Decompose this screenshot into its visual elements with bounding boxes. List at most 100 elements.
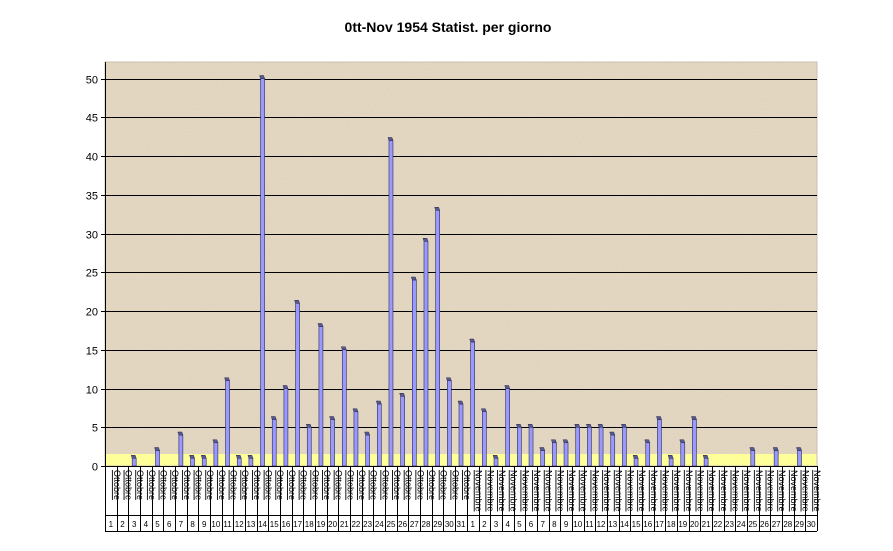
x-tick-label-month: Novembre — [509, 470, 519, 512]
bar — [539, 447, 546, 467]
bar — [480, 408, 487, 467]
x-tick-label-day: 14 — [620, 520, 629, 529]
x-tick-label-day: 8 — [552, 520, 557, 529]
bar-body — [435, 209, 440, 467]
bar-body — [318, 326, 324, 467]
chart-title: 0tt-Nov 1954 Statist. per giorno — [345, 19, 552, 35]
bar — [469, 338, 476, 467]
bar-body — [423, 240, 429, 467]
bar-body — [201, 457, 207, 467]
x-tick-label-day: 21 — [340, 520, 349, 529]
x-tick-label-day: 2 — [120, 520, 125, 529]
bar-top — [200, 455, 207, 459]
x-tick-label-day: 31 — [457, 520, 466, 529]
bar-top — [644, 439, 651, 443]
bar-top — [749, 447, 756, 451]
bar — [772, 447, 779, 467]
x-tick-label-day: 17 — [293, 520, 302, 529]
y-tick-label: 30 — [86, 230, 98, 242]
x-tick-label-month: Novembre — [485, 470, 495, 512]
bar-body — [341, 349, 347, 467]
bar-top — [551, 439, 557, 443]
bar — [189, 455, 195, 467]
bar-top — [691, 416, 697, 420]
bar-body — [283, 388, 289, 467]
bar — [656, 416, 662, 467]
x-tick-label-day: 28 — [422, 520, 431, 529]
x-tick-label-month: Novembre — [497, 470, 507, 512]
x-tick-label-month: Novembre — [567, 470, 577, 512]
x-tick-label-day: 18 — [667, 520, 676, 529]
x-tick-label-month: Novembre — [742, 470, 752, 512]
bar-body — [236, 457, 242, 467]
bar — [492, 455, 499, 467]
bar-top — [516, 424, 522, 428]
bar — [551, 439, 557, 467]
bar-top — [305, 424, 312, 428]
bar-top — [679, 439, 686, 443]
bar-body — [365, 434, 370, 467]
x-tick-label-day: 20 — [690, 520, 699, 529]
x-tick-label-day: 25 — [748, 520, 757, 529]
bar-top — [702, 455, 709, 459]
x-tick-label-day: 18 — [305, 520, 314, 529]
bar — [200, 455, 207, 467]
y-tick-label: 50 — [86, 75, 98, 87]
x-tick-label-month: Novembre — [602, 470, 612, 512]
x-tick-label-day: 26 — [760, 520, 769, 529]
bar-top — [235, 455, 242, 459]
x-tick-label-day: 16 — [281, 520, 290, 529]
x-tick-label-month: Ottobre — [194, 470, 204, 500]
x-tick-label-day: 19 — [678, 520, 687, 529]
bar — [130, 455, 137, 467]
x-tick-label-month: Ottobre — [310, 470, 320, 500]
x-tick-label-month: Novembre — [672, 470, 682, 512]
bar-body — [598, 426, 604, 467]
x-tick-label-day: 25 — [387, 520, 396, 529]
y-tick-label: 15 — [86, 346, 98, 358]
bar-top — [539, 447, 546, 451]
x-tick-label-month: Ottobre — [159, 470, 169, 500]
bar — [177, 431, 184, 467]
x-tick-label-day: 1 — [470, 520, 475, 529]
bar — [410, 276, 417, 467]
bar-top — [457, 400, 464, 405]
bar-body — [306, 426, 312, 467]
bar — [679, 439, 686, 467]
bar — [340, 346, 347, 467]
x-tick-label-day: 24 — [375, 520, 384, 529]
x-tick-label-month: Ottobre — [240, 470, 250, 500]
x-tick-label-month: Novembre — [812, 470, 822, 512]
bar — [259, 75, 265, 467]
x-tick-label-month: Novembre — [520, 470, 530, 512]
bar-top — [399, 393, 405, 397]
bar-body — [633, 457, 639, 467]
bar-top — [772, 447, 779, 451]
bar-top — [282, 385, 289, 389]
bar-top — [469, 338, 476, 343]
bar — [504, 385, 511, 467]
bar-top — [480, 408, 487, 412]
bar-top — [317, 323, 324, 327]
x-tick-label-day: 9 — [202, 520, 207, 529]
x-tick-label-month: Novembre — [695, 470, 705, 512]
y-tick-label: 25 — [86, 268, 98, 280]
x-tick-label-month: Novembre — [649, 470, 659, 512]
x-tick-label-month: Novembre — [719, 470, 729, 512]
x-tick-label-month: Ottobre — [415, 470, 425, 500]
x-tick-label-day: 21 — [702, 520, 711, 529]
bar — [667, 455, 674, 467]
x-tick-label-month: Ottobre — [135, 470, 145, 500]
bar-top — [364, 431, 370, 436]
x-tick-label-month: Novembre — [474, 470, 484, 512]
x-tick-label-day: 4 — [144, 520, 149, 529]
bar-body — [692, 419, 697, 467]
bar-body — [703, 457, 709, 467]
bar — [586, 424, 592, 467]
bar-top — [247, 455, 254, 459]
x-tick-label-month: Ottobre — [462, 470, 472, 500]
x-tick-label-day: 24 — [737, 520, 746, 529]
bar-top — [667, 455, 674, 459]
x-tick-label-month: Novembre — [625, 470, 635, 512]
bar — [305, 424, 312, 467]
